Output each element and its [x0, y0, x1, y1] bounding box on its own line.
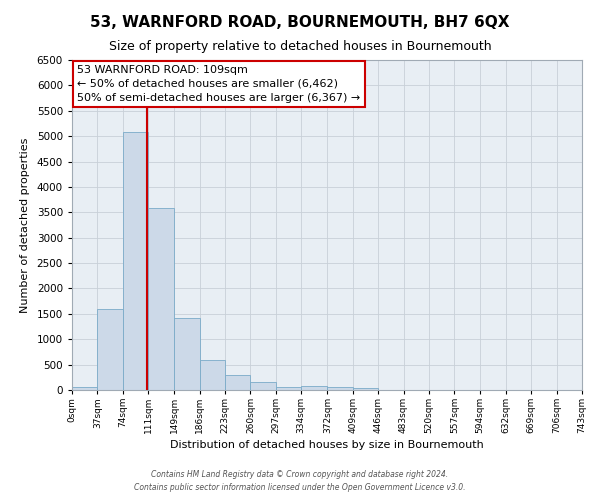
Bar: [276, 388, 301, 390]
Text: 53 WARNFORD ROAD: 109sqm
← 50% of detached houses are smaller (6,462)
50% of sem: 53 WARNFORD ROAD: 109sqm ← 50% of detach…: [77, 65, 361, 103]
Y-axis label: Number of detached properties: Number of detached properties: [20, 138, 30, 312]
Bar: [97, 309, 123, 390]
Bar: [250, 382, 276, 390]
Bar: [328, 388, 353, 390]
Bar: [174, 318, 200, 390]
Bar: [225, 375, 250, 390]
Text: 53, WARNFORD ROAD, BOURNEMOUTH, BH7 6QX: 53, WARNFORD ROAD, BOURNEMOUTH, BH7 6QX: [90, 15, 510, 30]
Bar: [72, 388, 97, 390]
Bar: [123, 132, 148, 390]
Bar: [148, 208, 173, 390]
Bar: [301, 386, 326, 390]
X-axis label: Distribution of detached houses by size in Bournemouth: Distribution of detached houses by size …: [170, 440, 484, 450]
Bar: [200, 360, 225, 390]
Text: Contains HM Land Registry data © Crown copyright and database right 2024.
Contai: Contains HM Land Registry data © Crown c…: [134, 470, 466, 492]
Text: Size of property relative to detached houses in Bournemouth: Size of property relative to detached ho…: [109, 40, 491, 53]
Bar: [353, 388, 378, 390]
